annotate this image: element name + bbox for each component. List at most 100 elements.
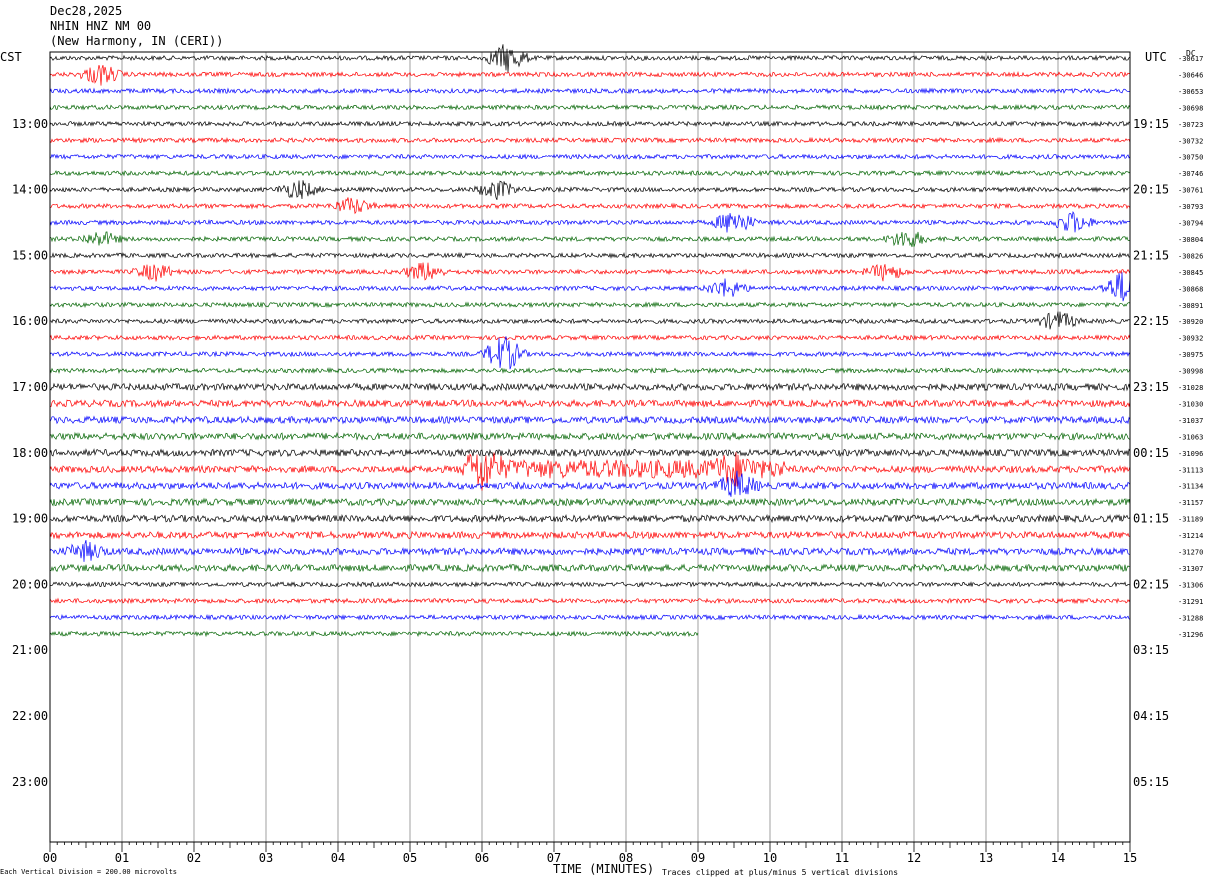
left-hour-label: 19:00 xyxy=(12,512,48,526)
left-hour-label: 16:00 xyxy=(12,314,48,328)
x-tick-label: 03 xyxy=(259,851,273,865)
left-hour-label: 23:00 xyxy=(12,775,48,789)
seismic-trace xyxy=(49,334,1131,342)
x-tick-label: 07 xyxy=(547,851,561,865)
dc-offset-label: -30646 xyxy=(1178,71,1203,79)
dc-offset-label: -30868 xyxy=(1178,285,1203,293)
seismic-trace xyxy=(49,231,1131,248)
dc-offset-label: -30932 xyxy=(1178,335,1203,343)
seismic-trace xyxy=(49,530,1131,540)
right-hour-label: 04:15 xyxy=(1133,709,1169,723)
dc-offset-label: -31028 xyxy=(1178,384,1203,392)
dc-offset-label: -31134 xyxy=(1178,483,1203,491)
right-hour-label: 22:15 xyxy=(1133,314,1169,328)
left-hour-label: 14:00 xyxy=(12,183,48,197)
seismic-trace xyxy=(49,180,1130,200)
seismic-trace xyxy=(49,262,1131,282)
right-timezone-label: UTC xyxy=(1145,50,1167,64)
seismic-trace xyxy=(49,398,1131,409)
dc-offset-label: -31296 xyxy=(1178,631,1203,639)
x-tick-label: 08 xyxy=(619,851,633,865)
x-axis-title: TIME (MINUTES) xyxy=(553,862,655,876)
left-hour-label: 21:00 xyxy=(12,643,48,657)
seismic-trace xyxy=(49,497,1131,507)
axis-labels: 00 01 02 03 04 05 06 07 08 09 10 11 12 13 14 15 13:00 19:… xyxy=(12,55,1203,865)
seismic-trace xyxy=(49,311,1131,330)
dc-offset-label: -30723 xyxy=(1178,121,1203,129)
station-code: NHIN HNZ NM 00 xyxy=(50,19,152,33)
dc-offset-label: -31030 xyxy=(1178,400,1203,408)
clip-note: Traces clipped at plus/minus 5 vertical … xyxy=(662,868,899,877)
plot-frame xyxy=(49,51,1131,843)
left-hour-label: 17:00 xyxy=(12,380,48,394)
seismic-trace xyxy=(49,301,1131,309)
x-tick-label: 10 xyxy=(763,851,777,865)
seismic-trace xyxy=(49,103,1131,111)
left-timezone-label: CST xyxy=(0,50,22,64)
seismic-trace xyxy=(49,153,1131,161)
right-hour-label: 03:15 xyxy=(1133,643,1169,657)
dc-offset-label: -30794 xyxy=(1178,220,1203,228)
x-tick-label: 14 xyxy=(1051,851,1065,865)
right-hour-label: 20:15 xyxy=(1133,183,1169,197)
station-location: (New Harmony, IN (CERI)) xyxy=(50,34,224,48)
seismic-trace xyxy=(49,169,1131,177)
seismic-trace xyxy=(49,539,1130,562)
x-tick-label: 01 xyxy=(115,851,129,865)
seismic-trace xyxy=(49,336,1131,370)
dc-offset-label: -30732 xyxy=(1178,137,1203,145)
dc-offset-label: -30998 xyxy=(1178,368,1203,376)
x-tick-label: 12 xyxy=(907,851,921,865)
right-hour-label: 01:15 xyxy=(1133,512,1169,526)
x-tick-label: 13 xyxy=(979,851,993,865)
seismic-trace xyxy=(49,210,1131,233)
x-tick-label: 11 xyxy=(835,851,849,865)
dc-offset-label: -31291 xyxy=(1178,598,1203,606)
left-hour-label: 15:00 xyxy=(12,248,48,262)
seismic-trace xyxy=(49,597,1131,605)
dc-offset-label: -31063 xyxy=(1178,433,1203,441)
right-hour-label: 05:15 xyxy=(1133,775,1169,789)
seismic-trace xyxy=(49,197,1131,215)
dc-offset-label: -31306 xyxy=(1178,581,1203,589)
seismic-trace xyxy=(49,431,1131,441)
seismic-trace xyxy=(49,272,1131,302)
left-hour-label: 22:00 xyxy=(12,709,48,723)
seismic-trace xyxy=(49,136,1131,144)
seismic-trace xyxy=(49,580,1131,588)
seismic-trace xyxy=(49,613,1131,621)
right-hour-label: 02:15 xyxy=(1133,577,1169,591)
right-hour-label: 19:15 xyxy=(1133,117,1169,131)
seismic-trace xyxy=(49,513,1131,524)
seismic-trace xyxy=(50,251,1131,259)
seismic-trace xyxy=(49,470,1131,497)
x-tick-label: 15 xyxy=(1123,851,1137,865)
dc-offset-label: -30891 xyxy=(1178,302,1203,310)
dc-offset-label: -30653 xyxy=(1178,88,1203,96)
dc-offset-label: -31270 xyxy=(1178,549,1203,557)
seismic-trace xyxy=(49,64,1131,86)
dc-offset-label: -30617 xyxy=(1178,55,1203,63)
dc-offset-label: -30698 xyxy=(1178,104,1203,112)
dc-offset-label: -31189 xyxy=(1178,516,1203,524)
dc-offset-label: -30793 xyxy=(1178,203,1203,211)
seismic-trace xyxy=(49,120,1131,128)
minute-gridlines xyxy=(49,52,1131,842)
dc-offset-label: -30804 xyxy=(1178,236,1203,244)
right-hour-label: 21:15 xyxy=(1133,248,1169,262)
seismic-trace xyxy=(49,448,1131,458)
dc-offset-label: -30975 xyxy=(1178,351,1203,359)
right-hour-label: 23:15 xyxy=(1133,380,1169,394)
seismic-trace xyxy=(49,563,1131,573)
seismic-trace xyxy=(49,382,1131,392)
right-hour-label: 00:15 xyxy=(1133,446,1169,460)
dc-offset-label: -30746 xyxy=(1178,170,1203,178)
dc-offset-label: -31157 xyxy=(1178,499,1203,507)
dc-offset-label: -31214 xyxy=(1178,532,1203,540)
seismic-trace xyxy=(49,452,1131,491)
dc-offset-label: -31288 xyxy=(1178,614,1203,622)
seismic-trace xyxy=(49,367,1131,374)
scale-note: Each Vertical Division = 200.00 microvol… xyxy=(0,868,178,876)
dc-offset-label: -30826 xyxy=(1178,252,1203,260)
